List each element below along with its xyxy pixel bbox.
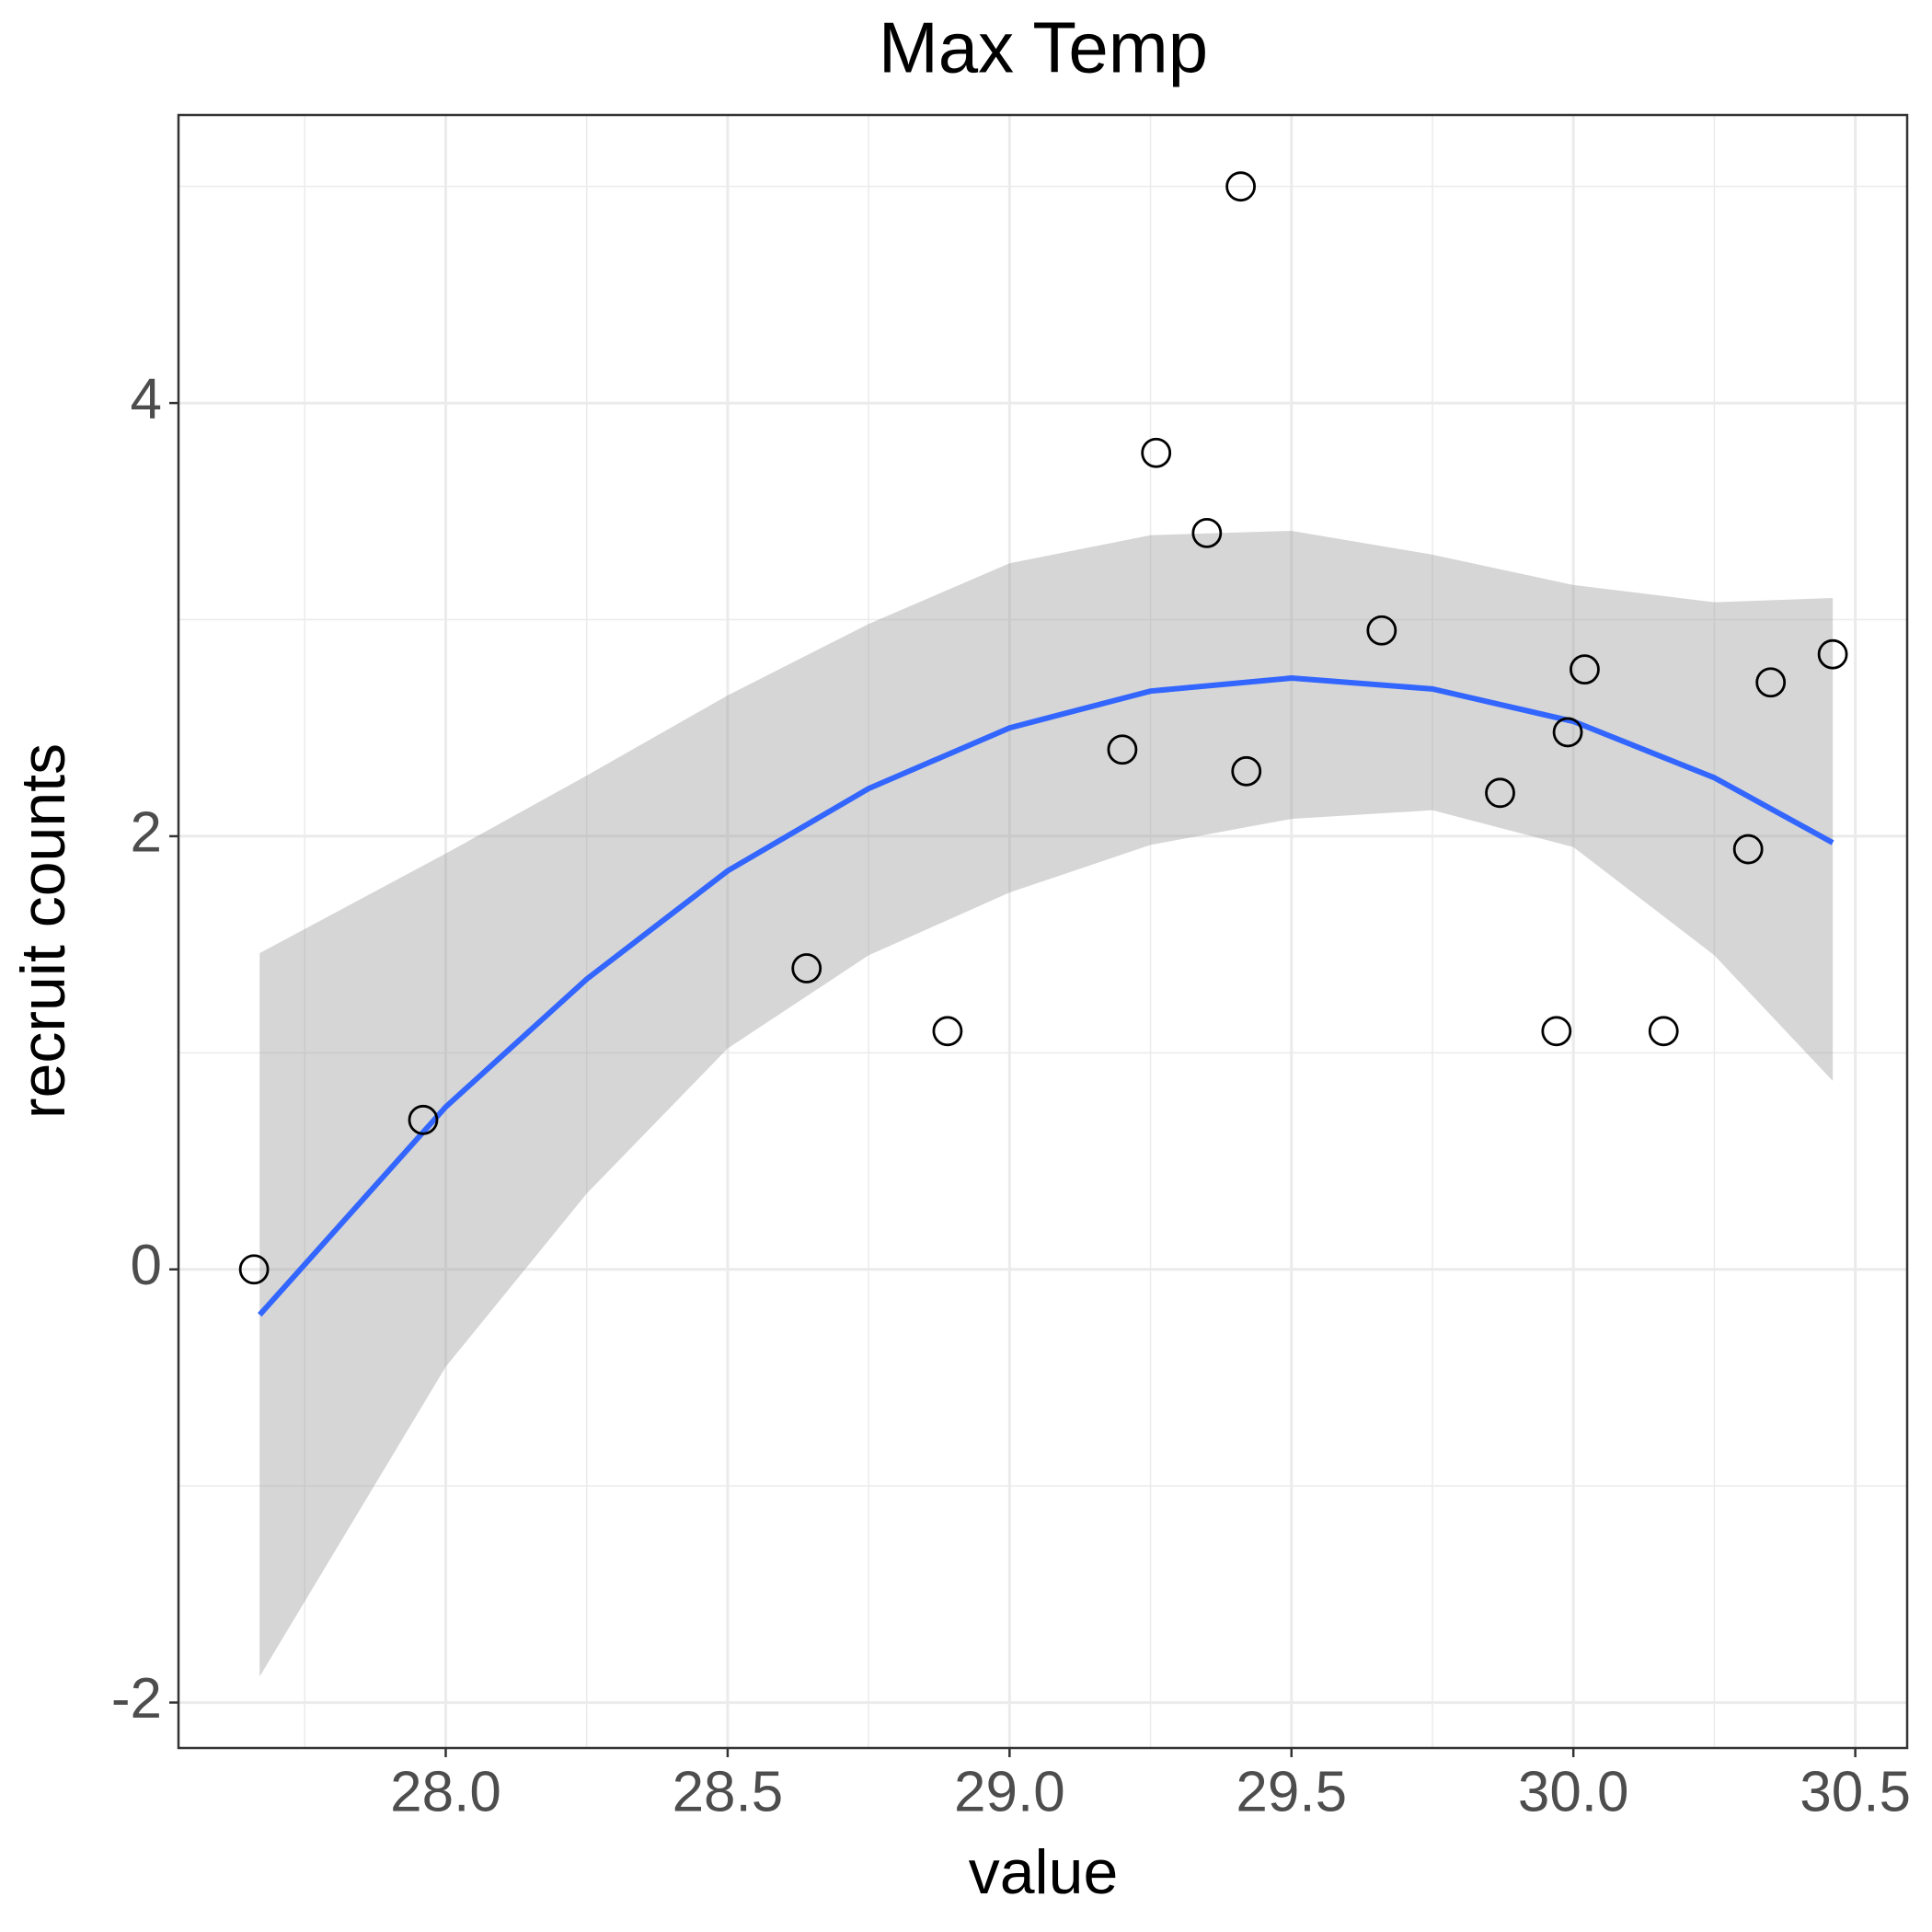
point [791,953,822,983]
y-tick-label: 0 [131,1234,162,1297]
point [238,1254,270,1285]
y-tick-label: -2 [111,1667,162,1731]
point [1107,734,1138,765]
point [1225,171,1257,202]
x-tick-label: 30.0 [1518,1760,1629,1823]
chart-title: Max Temp [879,7,1208,88]
x-axis-title: value [969,1837,1119,1907]
y-tick-label: 4 [131,367,162,431]
point [1755,667,1787,698]
point [1570,654,1600,685]
y-tick-label: 2 [131,800,162,864]
point [408,1104,439,1135]
y-axis-title: recruit counts [8,743,78,1119]
panel-border [177,113,1909,1750]
point [1552,717,1583,748]
point [1231,755,1262,787]
point [1541,1016,1572,1047]
x-tick-label: 30.5 [1800,1760,1911,1823]
point [1366,615,1397,646]
x-tick-label: 29.5 [1236,1760,1347,1823]
point [1141,437,1172,468]
confidence-band [259,530,1834,1677]
x-tick-label: 29.0 [954,1760,1065,1823]
x-tick-label: 28.0 [390,1760,501,1823]
point [932,1016,963,1047]
point [1817,638,1848,670]
point [1191,517,1223,548]
point [1732,834,1764,865]
smooth-line [258,675,1834,1317]
x-tick-label: 28.5 [673,1760,784,1823]
point [1648,1016,1679,1047]
point [1485,777,1515,809]
